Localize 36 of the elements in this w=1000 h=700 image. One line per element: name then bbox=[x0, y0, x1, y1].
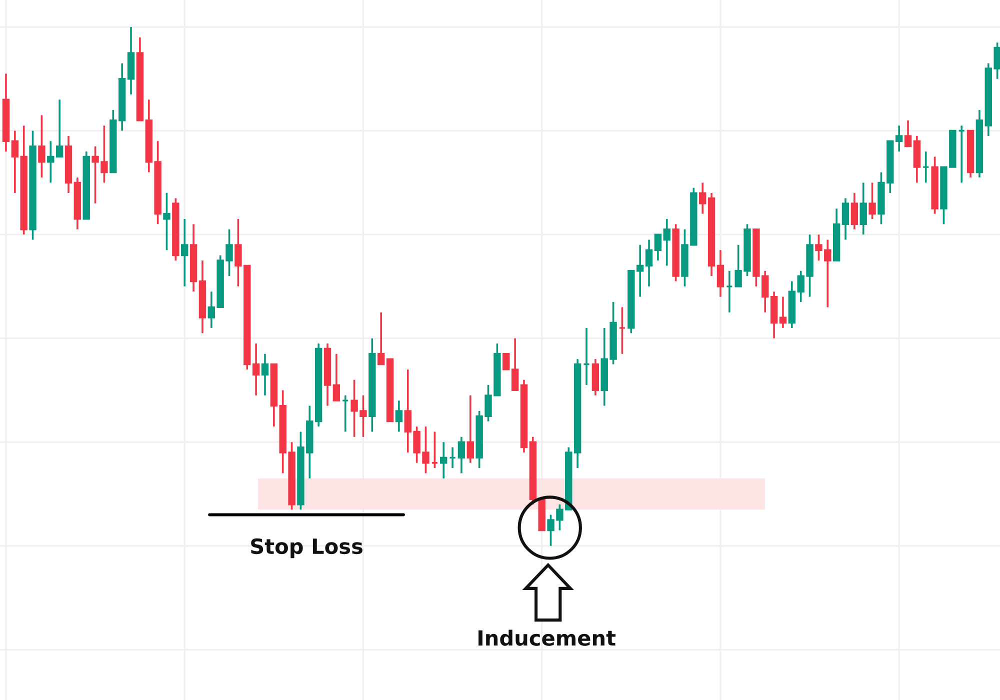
candlestick bbox=[332, 352, 340, 402]
candlestick bbox=[779, 296, 787, 329]
candlestick bbox=[377, 311, 385, 366]
candlestick bbox=[511, 337, 519, 392]
candlestick bbox=[698, 182, 706, 215]
candlestick bbox=[904, 119, 912, 148]
candlestick bbox=[163, 192, 170, 252]
candlestick bbox=[850, 192, 858, 230]
candlestick bbox=[47, 140, 54, 184]
candlestick bbox=[618, 306, 626, 355]
candlestick bbox=[181, 218, 188, 288]
candlestick bbox=[663, 218, 670, 267]
candlestick bbox=[342, 394, 349, 433]
candlestick bbox=[958, 124, 966, 184]
candlestick bbox=[868, 182, 876, 220]
candlestick bbox=[458, 436, 466, 474]
candlestick bbox=[654, 234, 662, 262]
candlestick bbox=[252, 342, 260, 396]
candlestick bbox=[922, 150, 930, 184]
ref-line-label: Stop Loss bbox=[251, 538, 362, 558]
candlestick bbox=[395, 400, 403, 433]
candlestick bbox=[726, 270, 733, 314]
candlestick bbox=[842, 197, 850, 241]
candlestick bbox=[645, 238, 653, 288]
candlestick bbox=[582, 327, 590, 386]
candlestick bbox=[261, 352, 269, 396]
candlestick bbox=[431, 430, 438, 469]
candlestick bbox=[440, 441, 448, 480]
candlestick bbox=[448, 446, 456, 469]
candlestick bbox=[38, 114, 46, 178]
candlestick bbox=[502, 353, 510, 370]
candlestick bbox=[466, 394, 474, 464]
text: Inducement bbox=[478, 630, 616, 646]
candlestick bbox=[860, 182, 867, 236]
candlestick bbox=[56, 98, 64, 158]
candlestick bbox=[716, 249, 724, 298]
